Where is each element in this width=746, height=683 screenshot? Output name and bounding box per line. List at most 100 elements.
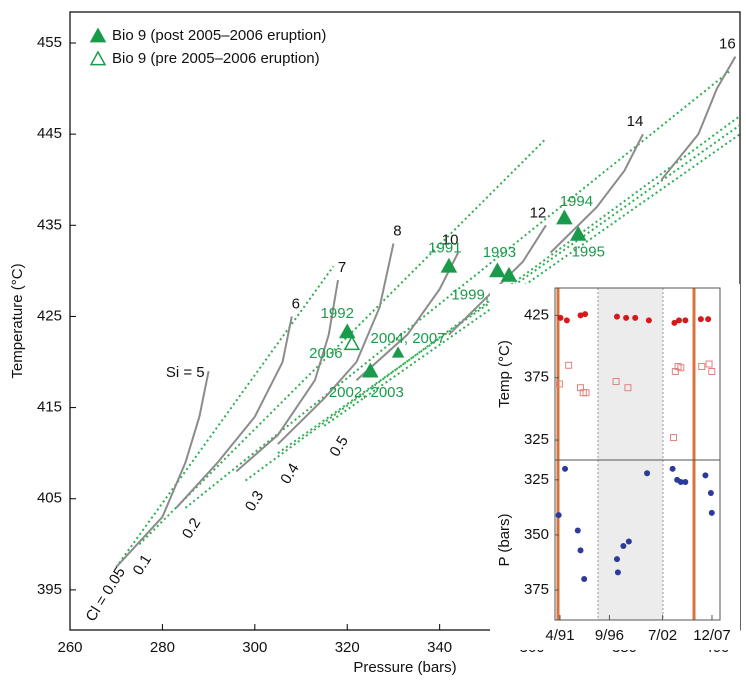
inset-point (582, 389, 590, 397)
si-label: 12 (530, 204, 547, 221)
inset-x-tick-label: 4/91 (545, 627, 574, 644)
inset-y-tick-label: 375 (524, 581, 549, 598)
inset-y-axis-label: Temp (°C) (496, 340, 513, 408)
data-point (362, 362, 379, 378)
inset-y-tick-label: 375 (524, 369, 549, 386)
inset-point (563, 317, 570, 324)
inset-point (620, 542, 627, 549)
data-point (570, 225, 587, 241)
data-point (556, 209, 573, 225)
inset-y-axis-label: P (bars) (496, 513, 513, 566)
inset-point (557, 314, 564, 321)
point-label: 1992 (321, 305, 354, 322)
inset-point (705, 360, 713, 368)
data-point (343, 335, 361, 351)
si-label: Si = 5 (166, 364, 205, 381)
x-tick-label: 320 (335, 639, 360, 656)
inset-y-tick-label: 325 (524, 431, 549, 448)
inset-point (677, 364, 685, 372)
y-tick-label: 455 (37, 34, 62, 51)
y-tick-label: 415 (37, 399, 62, 416)
si-label: 8 (393, 222, 401, 239)
y-tick-label: 405 (37, 490, 62, 507)
inset-y-tick-label: 325 (524, 471, 549, 488)
inset-point (697, 316, 704, 323)
inset-point (632, 314, 639, 321)
legend-marker (89, 27, 107, 43)
si-curve (549, 133, 644, 254)
data-point (338, 323, 356, 339)
inset-point (612, 377, 620, 385)
legend-marker (89, 50, 107, 66)
inset-y-tick-label: 425 (524, 306, 549, 323)
inset-frame (554, 459, 721, 621)
inset-point (670, 434, 678, 442)
inset-point (708, 509, 715, 516)
inset-point (645, 317, 652, 324)
data-point (440, 257, 458, 273)
inset-x-tick-label: 12/07 (693, 627, 731, 644)
cl-curve (138, 137, 547, 546)
inset-point (677, 479, 684, 486)
inset-point (581, 576, 588, 583)
si-curve (175, 316, 293, 509)
cl-curve (244, 115, 740, 482)
inset-point (565, 361, 573, 369)
cl-curve (184, 69, 732, 509)
data-point (489, 262, 506, 278)
inset-point (613, 556, 620, 563)
x-axis-label: Pressure (bars) (353, 659, 456, 676)
si-label: 16 (719, 36, 736, 53)
inset-point (625, 538, 632, 545)
inset-shade (598, 288, 663, 620)
inset-x-tick-label: 7/02 (648, 627, 677, 644)
inset-point (644, 470, 651, 477)
plot-area (115, 56, 740, 568)
inset-point (624, 384, 632, 392)
y-tick-label: 425 (37, 307, 62, 324)
y-tick-label: 445 (37, 125, 62, 142)
si-label: 10 (442, 232, 459, 249)
legend-label: Bio 9 (pre 2005–2006 eruption) (112, 50, 320, 67)
x-tick-label: 300 (242, 639, 267, 656)
inset-point (671, 319, 678, 326)
legend-label: Bio 9 (post 2005–2006 eruption) (112, 27, 326, 44)
inset-point (556, 380, 564, 388)
point-label: 1994 (560, 193, 593, 210)
y-axis-label: Temperature (°C) (9, 263, 26, 378)
inset-y-tick-label: 350 (524, 526, 549, 543)
inset-point (623, 314, 630, 321)
x-tick-label: 260 (57, 639, 82, 656)
inset-point (698, 363, 706, 371)
cl-label: 0.5 (326, 433, 351, 460)
point-label: 1995 (572, 243, 605, 260)
inset-point (669, 465, 676, 472)
inset-point (675, 317, 682, 324)
point-label: 1993 (483, 244, 516, 261)
inset-point (682, 317, 689, 324)
cl-label: 0.4 (277, 460, 302, 487)
inset-point (562, 465, 569, 472)
si-curve (660, 56, 737, 181)
inset-point (682, 479, 689, 486)
data-point (391, 346, 405, 358)
cl-curve (115, 265, 335, 568)
inset-point (577, 547, 584, 554)
y-tick-label: 395 (37, 581, 62, 598)
cl-label: Cl = 0.05 (83, 564, 129, 624)
si-curve (115, 370, 210, 568)
si-curve (277, 243, 395, 445)
y-tick-label: 435 (37, 216, 62, 233)
inset-point (574, 527, 581, 534)
cl-label: 0.3 (242, 488, 267, 515)
cl-label: 0.1 (130, 552, 155, 579)
point-label: 2006 (309, 345, 342, 362)
point-label: 2004, 2007 (371, 330, 446, 347)
inset-point (577, 312, 584, 319)
inset-point (702, 472, 709, 479)
point-label: 2002, 2003 (329, 384, 404, 401)
inset-x-tick-label: 9/96 (595, 627, 624, 644)
si-label: 6 (292, 295, 300, 312)
cl-label: 0.2 (179, 515, 204, 542)
